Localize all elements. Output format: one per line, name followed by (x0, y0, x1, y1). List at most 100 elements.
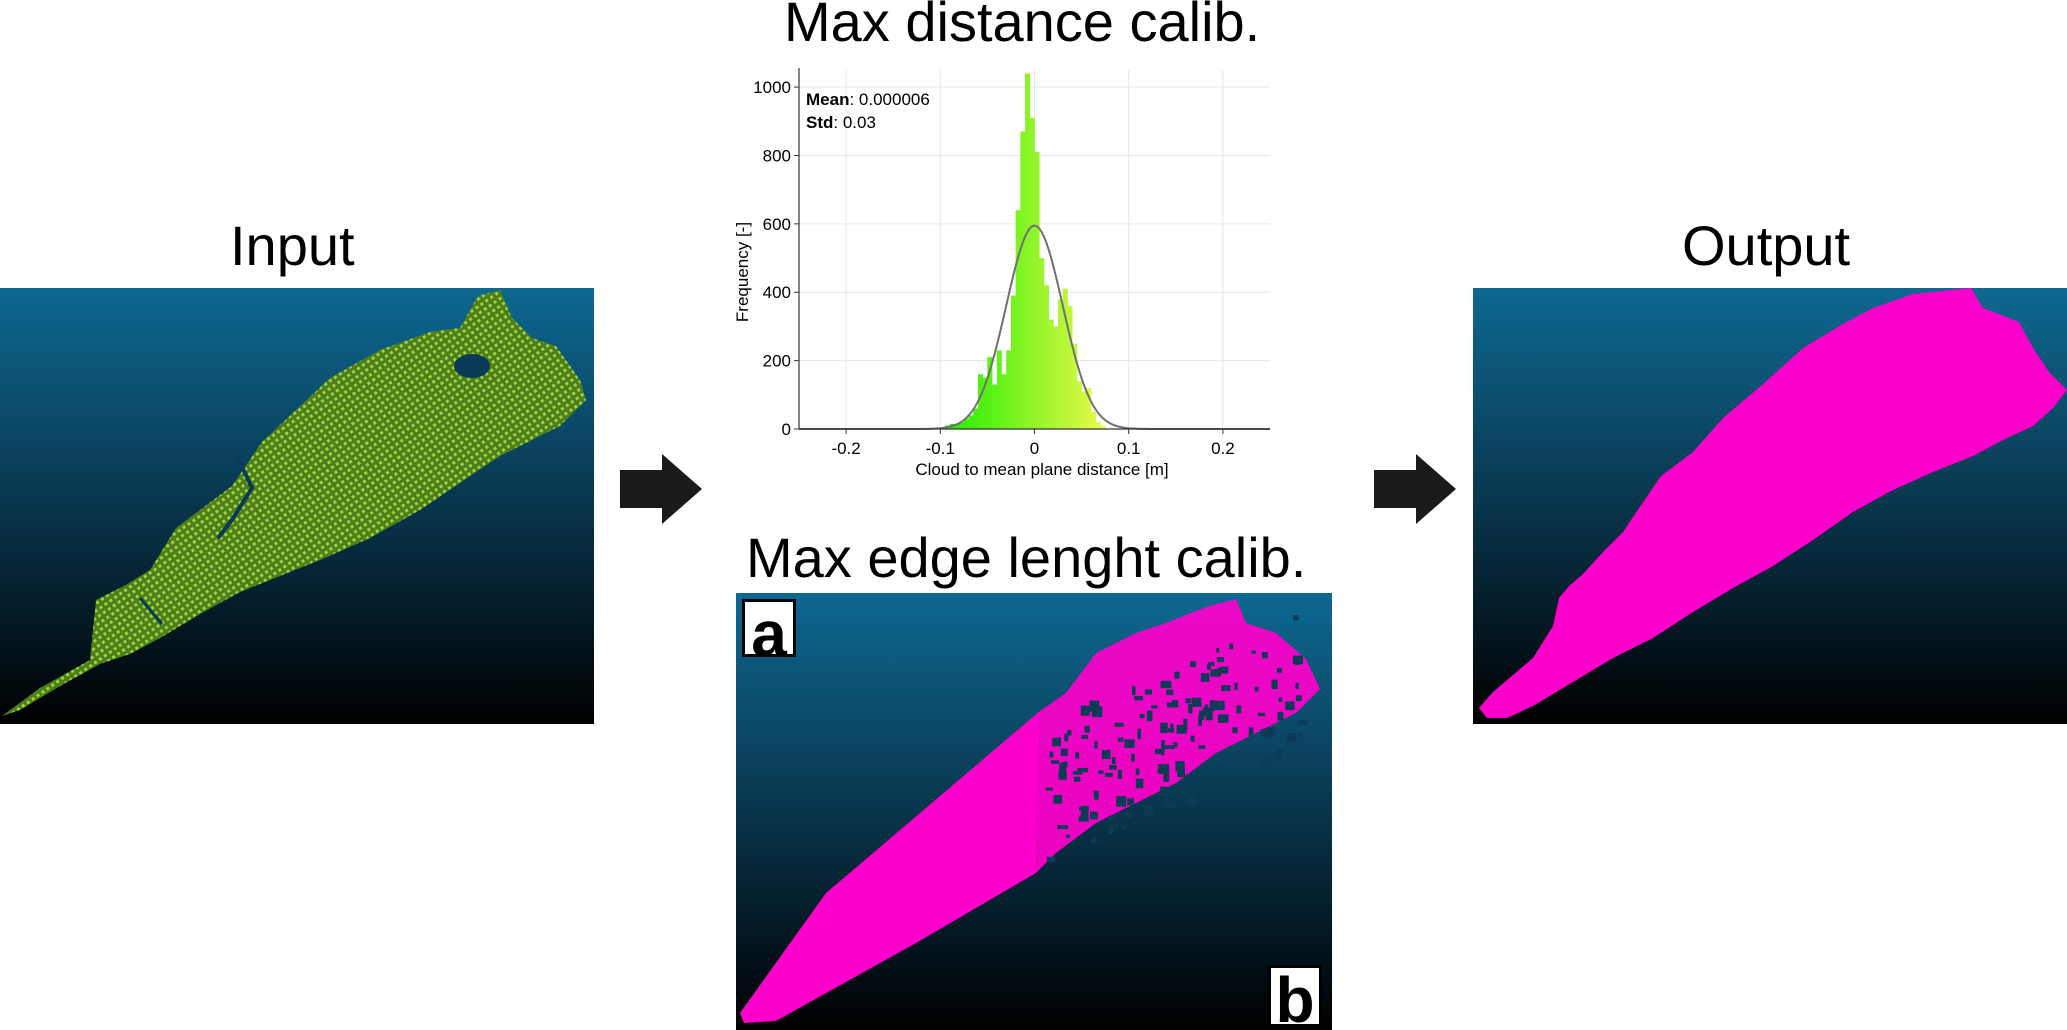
chart-axes (794, 68, 1270, 434)
mesh-hole (1261, 761, 1271, 766)
histogram-bar (992, 384, 998, 429)
histogram-bar (982, 377, 988, 429)
mesh-solid-region (740, 711, 1040, 1023)
histogram-bar (1043, 285, 1049, 429)
mesh-hole (1278, 697, 1283, 702)
histogram-bar (1010, 295, 1016, 429)
mesh-hole (1077, 767, 1088, 773)
mesh-hole (1139, 714, 1145, 719)
histogram-bar (1072, 343, 1078, 429)
mesh-hole (1187, 795, 1196, 805)
mesh-hole (1124, 739, 1135, 748)
mesh-hole (1161, 740, 1165, 751)
input-point-cloud (2, 290, 586, 716)
mesh-hole (1093, 790, 1099, 800)
point-cloud-gap (216, 457, 255, 540)
mesh-hole (1297, 720, 1308, 725)
panel-label-b: b (1268, 965, 1322, 1030)
mean-label: Mean (806, 90, 849, 109)
mesh-hole (1164, 789, 1173, 797)
histogram-bar (1091, 411, 1097, 429)
mesh-holes (1046, 615, 1308, 862)
mesh-hole (1091, 706, 1103, 718)
mesh-hole (1217, 667, 1226, 672)
histogram-bar (1062, 288, 1068, 429)
mesh-hole (1174, 671, 1180, 679)
mesh-hole (1157, 768, 1167, 773)
mesh-hole (1080, 805, 1089, 817)
mesh-hole (1251, 650, 1256, 654)
histogram-bar (987, 357, 993, 429)
mesh-hole (1114, 722, 1124, 727)
mesh-hole (1183, 790, 1187, 797)
distance-histogram-chart: -0.2 -0.1 0 0.1 0.2 0 200 400 600 800 1000 Cloud t… (733, 68, 1270, 479)
mesh-hole (1166, 689, 1174, 696)
mesh-hole (1057, 825, 1069, 830)
mesh-hole (1155, 748, 1164, 755)
right-arrow-icon (620, 454, 702, 524)
chart-x-axis-label: Cloud to mean plane distance [m] (915, 460, 1168, 479)
mesh-hole (1176, 724, 1187, 734)
mesh-hole (1051, 760, 1059, 764)
histogram-bar (973, 408, 979, 429)
chart-std-stat: Std: 0.03 (806, 113, 876, 132)
mesh-hole (1293, 615, 1299, 621)
mesh-hole (1264, 755, 1271, 763)
mesh-hole (1135, 768, 1140, 776)
mesh-hole (1073, 776, 1081, 782)
mesh-hole (1263, 728, 1272, 737)
mesh-hole (1277, 711, 1284, 721)
mesh-hole (1192, 697, 1202, 707)
mesh-hole (1137, 728, 1141, 740)
mesh-hole (1173, 742, 1178, 748)
histogram-bar (1039, 258, 1045, 429)
mesh-hole (1229, 643, 1234, 650)
mesh-hole (1098, 770, 1104, 774)
mesh-hole (1108, 825, 1114, 834)
mesh-hole (1207, 664, 1211, 670)
mesh-hole (1163, 788, 1170, 793)
mesh-hole (1295, 682, 1299, 689)
mesh-hole (1234, 682, 1238, 690)
mesh-hole (1066, 834, 1070, 838)
point-cloud-hole (454, 354, 490, 378)
mesh-hole (1221, 685, 1231, 691)
mesh-hole (1183, 718, 1188, 730)
mesh-hole (1090, 811, 1098, 820)
mesh-hole (1144, 689, 1152, 695)
histogram-bar (1095, 422, 1101, 429)
mesh-hole (1200, 673, 1210, 682)
mean-value: : 0.000006 (849, 90, 929, 109)
mesh-hole (1165, 802, 1176, 809)
y-tick-label: 400 (763, 283, 791, 302)
mesh-hole (1210, 703, 1221, 708)
histogram-bar (1006, 350, 1012, 429)
max-edge-title: Max edge lenght calib. (746, 526, 1307, 589)
mesh-hole (1217, 765, 1223, 775)
mesh-hole (1166, 702, 1177, 708)
mesh-hole (1261, 652, 1268, 659)
arrow-shape (1374, 454, 1456, 524)
mesh-hole (1160, 680, 1172, 689)
mesh-hole (1132, 686, 1136, 696)
chart-bars (945, 73, 1106, 430)
mesh-hole (1185, 774, 1196, 779)
edge-mesh-render (740, 599, 1320, 1023)
mesh-hole (1078, 816, 1089, 822)
mesh-hole (1257, 712, 1266, 717)
output-title: Output (1682, 214, 1851, 277)
mesh-hole (1206, 710, 1213, 721)
max-edge-mesh-panel: a b (736, 593, 1332, 1030)
input-point-cloud-panel (0, 288, 594, 724)
mesh-hole (1075, 752, 1080, 759)
mesh-hole (1210, 669, 1221, 677)
mesh-hole (1161, 746, 1165, 756)
mesh-hole (1175, 761, 1185, 772)
mesh-hole (1276, 749, 1283, 761)
mesh-hole (1127, 798, 1134, 806)
x-tick-label: -0.2 (831, 439, 860, 458)
mesh-hole (1185, 698, 1192, 704)
histogram-bar (996, 350, 1002, 429)
mesh-hole (1297, 732, 1303, 738)
mesh-hole (1146, 710, 1153, 722)
